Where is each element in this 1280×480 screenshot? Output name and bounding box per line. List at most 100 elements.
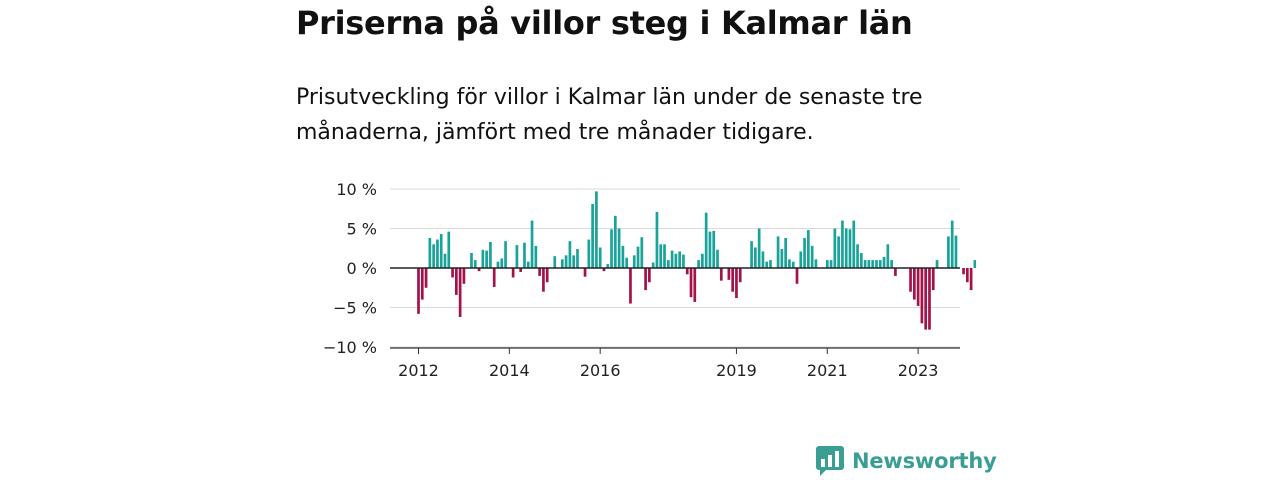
bar <box>788 259 791 268</box>
bar <box>912 268 916 300</box>
bar <box>856 244 859 268</box>
bar <box>417 268 420 314</box>
bar <box>511 268 515 278</box>
bar <box>920 268 924 324</box>
bar <box>530 220 534 268</box>
bar <box>473 260 477 268</box>
bar <box>621 245 625 268</box>
bar <box>663 244 666 268</box>
bar <box>470 252 473 268</box>
bar <box>458 268 462 317</box>
bar <box>867 260 871 268</box>
chart-title: Priserna på villor steg i Kalmar län <box>296 4 913 42</box>
bar <box>685 268 689 275</box>
bar <box>935 260 939 268</box>
bar <box>443 253 447 268</box>
bar <box>670 250 674 268</box>
bar <box>492 268 496 287</box>
bar <box>504 241 507 268</box>
bar <box>863 260 867 268</box>
bar <box>526 261 530 268</box>
y-tick-label: −5 % <box>333 299 377 318</box>
bar <box>947 236 950 268</box>
bar <box>439 234 443 268</box>
bar <box>719 268 723 281</box>
bar <box>606 264 610 268</box>
bar <box>538 268 541 276</box>
x-axis: 2012201420162019202120232025 <box>390 347 960 380</box>
bar <box>837 236 840 268</box>
bar <box>776 236 780 268</box>
bar <box>632 255 636 268</box>
bar <box>807 230 810 268</box>
bar <box>587 239 591 268</box>
bar <box>477 268 481 272</box>
bar <box>595 191 598 268</box>
bar <box>613 215 617 268</box>
bars <box>417 191 976 330</box>
x-tick-label: 2012 <box>398 361 439 380</box>
bar <box>560 259 564 268</box>
bar <box>769 260 772 268</box>
bar <box>451 268 454 278</box>
bar <box>761 251 765 268</box>
bar <box>655 211 659 268</box>
bar <box>799 251 803 268</box>
bar <box>833 228 837 268</box>
bar <box>519 268 523 272</box>
bar <box>928 268 931 330</box>
bar <box>731 268 735 292</box>
bar <box>568 241 572 268</box>
bar <box>447 231 451 268</box>
bar <box>716 249 719 268</box>
bar <box>810 245 814 268</box>
bar <box>848 229 852 268</box>
bar <box>712 230 716 268</box>
bar <box>678 251 682 268</box>
bar <box>757 228 761 268</box>
bar <box>931 268 935 291</box>
y-tick-label: −10 % <box>323 338 377 357</box>
bar <box>489 241 492 268</box>
bar <box>636 246 640 268</box>
bar <box>954 235 958 268</box>
bar <box>462 268 466 284</box>
bar <box>825 260 829 268</box>
bar <box>795 268 799 284</box>
bar <box>583 268 587 277</box>
bar <box>738 268 742 283</box>
bar <box>666 260 670 268</box>
bar <box>803 237 806 268</box>
bar <box>424 268 428 288</box>
bar <box>591 204 594 268</box>
y-axis: 10 % 5 % 0 % −5 % −10 % <box>323 180 377 357</box>
bar <box>598 247 602 268</box>
bar <box>496 261 500 268</box>
bar <box>890 260 893 268</box>
bar <box>708 231 712 268</box>
bar <box>765 261 769 268</box>
brand-name: Newsworthy <box>852 449 997 473</box>
bar <box>791 261 795 268</box>
bar <box>814 259 818 268</box>
bar <box>886 244 890 268</box>
bar <box>962 268 965 275</box>
bar <box>878 260 882 268</box>
bar <box>651 262 655 268</box>
bar <box>750 241 753 268</box>
bar <box>784 237 787 268</box>
bar <box>542 268 545 292</box>
bar <box>841 220 844 268</box>
bar <box>602 268 606 272</box>
bar <box>735 268 738 299</box>
bar <box>882 256 886 268</box>
bar <box>617 228 621 268</box>
bar-chart: 10 % 5 % 0 % −5 % −10 % 2012 2014 2016 2019 2021… <box>323 180 976 380</box>
bar <box>689 268 693 298</box>
y-tick-label: 5 % <box>347 220 377 239</box>
bar <box>432 244 435 268</box>
bar <box>500 258 504 268</box>
bar <box>625 257 629 268</box>
bar <box>693 268 697 302</box>
bar <box>564 255 568 268</box>
